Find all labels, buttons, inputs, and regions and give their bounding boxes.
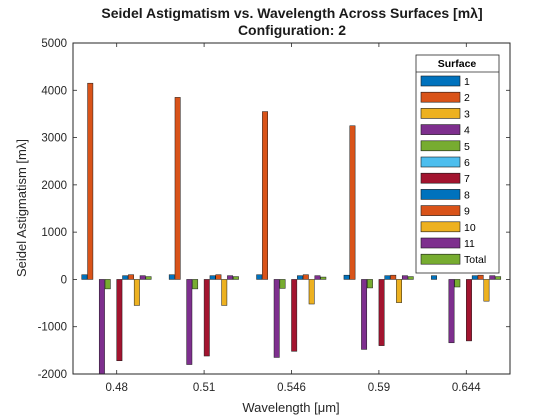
y-tick-label: 0 bbox=[61, 274, 67, 286]
y-axis-label: Seidel Astigmatism [mλ] bbox=[14, 139, 29, 277]
bar-surface-7-0.546 bbox=[291, 279, 298, 352]
bar-surface-5-0.546 bbox=[279, 279, 286, 289]
chart-title: Seidel Astigmatism vs. Wavelength Across… bbox=[101, 5, 482, 21]
bar-surface-2-0.48 bbox=[87, 82, 94, 280]
legend-swatch-3 bbox=[420, 108, 461, 119]
legend-swatch-total bbox=[420, 253, 461, 265]
bar-surface-8-0.51 bbox=[209, 275, 216, 280]
bar-surface-8-0.644 bbox=[471, 275, 478, 280]
bar-surface-7-0.51 bbox=[203, 279, 210, 357]
legend-label-2: 2 bbox=[464, 92, 470, 104]
legend-label-4: 4 bbox=[464, 125, 470, 137]
bar-surface-11-0.644 bbox=[489, 275, 496, 280]
bar-surface-8-0.48 bbox=[122, 275, 129, 280]
y-tick-label: 4000 bbox=[41, 85, 67, 97]
bar-surface-10-0.51 bbox=[221, 279, 228, 306]
y-ticks-group: -2000 -1000 0 1000 2000 3000 4000 5000 bbox=[38, 38, 510, 381]
legend-label-total: Total bbox=[464, 254, 486, 266]
legend-label-1: 1 bbox=[464, 76, 470, 88]
bar-surface-10-0.546 bbox=[308, 279, 315, 305]
bar-surface-1-0.59 bbox=[343, 274, 350, 280]
x-tick-label: 0.644 bbox=[452, 382, 481, 394]
y-tick-label: -1000 bbox=[38, 322, 67, 334]
legend-label-6: 6 bbox=[464, 157, 470, 169]
legend-label-5: 5 bbox=[464, 141, 470, 153]
legend-swatch-8 bbox=[420, 189, 461, 200]
legend-swatch-1 bbox=[420, 75, 461, 87]
bar-surface-7-0.48 bbox=[116, 279, 123, 362]
bar-surface-8-0.546 bbox=[297, 275, 303, 280]
bar-surface-9-0.59 bbox=[390, 274, 397, 280]
bar-surface-10-0.644 bbox=[483, 279, 490, 302]
bar-surface-9-0.48 bbox=[128, 274, 134, 280]
x-axis-label: Wavelength [μm] bbox=[242, 400, 339, 415]
axes-box bbox=[72, 42, 511, 375]
legend-label-7: 7 bbox=[464, 173, 470, 185]
bar-surface-4-0.59 bbox=[361, 279, 368, 350]
bar-surface-total-0.48 bbox=[145, 276, 152, 280]
chart-subtitle: Configuration: 2 bbox=[238, 22, 346, 38]
bar-surface-total-0.546 bbox=[320, 276, 327, 280]
bar-surface-total-0.51 bbox=[232, 276, 239, 280]
y-tick-label: 2000 bbox=[41, 180, 67, 192]
x-tick-label: 0.59 bbox=[368, 382, 390, 394]
legend-swatch-10 bbox=[420, 221, 461, 233]
y-tick-label: -2000 bbox=[38, 369, 67, 381]
legend-swatch-7 bbox=[420, 172, 461, 184]
legend-label-8: 8 bbox=[464, 189, 470, 201]
bar-surface-4-0.48 bbox=[98, 279, 105, 375]
bar-surface-1-0.546 bbox=[256, 274, 263, 280]
legend-swatch-4 bbox=[420, 124, 461, 135]
bar-surface-10-0.48 bbox=[133, 279, 140, 306]
bar-surface-1-0.644 bbox=[431, 275, 437, 280]
legend-label-3: 3 bbox=[464, 108, 470, 120]
legend-label-9: 9 bbox=[464, 206, 470, 218]
x-tick-label: 0.51 bbox=[193, 382, 215, 394]
bar-surface-11-0.48 bbox=[139, 275, 146, 280]
bar-surface-1-0.48 bbox=[81, 274, 88, 280]
bar-surface-9-0.51 bbox=[215, 274, 222, 280]
x-ticks-group: 0.48 0.51 0.546 0.59 0.644 bbox=[106, 43, 481, 394]
bar-surface-2-0.51 bbox=[174, 97, 181, 280]
bars-group bbox=[81, 82, 502, 375]
legend-label-10: 10 bbox=[464, 222, 476, 234]
bar-surface-5-0.644 bbox=[454, 279, 461, 288]
bar-surface-2-0.546 bbox=[262, 111, 268, 280]
bar-surface-4-0.546 bbox=[273, 279, 280, 358]
bar-surface-8-0.59 bbox=[384, 275, 391, 280]
bar-surface-2-0.59 bbox=[349, 125, 356, 280]
bar-surface-5-0.51 bbox=[192, 279, 199, 290]
bar-surface-total-0.59 bbox=[407, 276, 414, 280]
x-tick-label: 0.546 bbox=[277, 382, 306, 394]
bar-surface-total-0.644 bbox=[495, 276, 502, 280]
legend-swatch-6 bbox=[420, 156, 461, 168]
bar-surface-4-0.51 bbox=[186, 279, 193, 365]
bar-surface-7-0.644 bbox=[466, 279, 472, 342]
x-tick-label: 0.48 bbox=[106, 382, 128, 394]
bar-surface-7-0.59 bbox=[378, 279, 385, 346]
legend-swatch-2 bbox=[420, 91, 461, 103]
legend-title: Surface bbox=[438, 58, 477, 70]
bar-surface-1-0.51 bbox=[168, 274, 175, 280]
bar-surface-5-0.48 bbox=[104, 279, 111, 290]
legend: Surface 1 2 3 4 5 6 7 8 9 10 11 Total bbox=[415, 54, 500, 274]
bar-surface-4-0.644 bbox=[448, 279, 455, 344]
y-tick-label: 1000 bbox=[41, 227, 67, 239]
legend-items: 1 2 3 4 5 6 7 8 9 10 11 Total bbox=[420, 75, 486, 266]
bar-surface-5-0.59 bbox=[367, 279, 373, 289]
legend-swatch-11 bbox=[420, 237, 461, 249]
legend-swatch-5 bbox=[420, 140, 461, 152]
bar-surface-10-0.59 bbox=[396, 279, 402, 303]
y-tick-label: 3000 bbox=[41, 133, 67, 145]
bar-surface-11-0.546 bbox=[314, 275, 321, 280]
y-tick-label: 5000 bbox=[41, 38, 67, 50]
legend-label-11: 11 bbox=[464, 238, 475, 250]
bar-surface-9-0.546 bbox=[302, 274, 309, 280]
bar-surface-11-0.51 bbox=[227, 275, 234, 280]
bar-surface-9-0.644 bbox=[477, 274, 484, 280]
legend-swatch-9 bbox=[420, 205, 461, 216]
bar-surface-11-0.59 bbox=[401, 275, 408, 280]
